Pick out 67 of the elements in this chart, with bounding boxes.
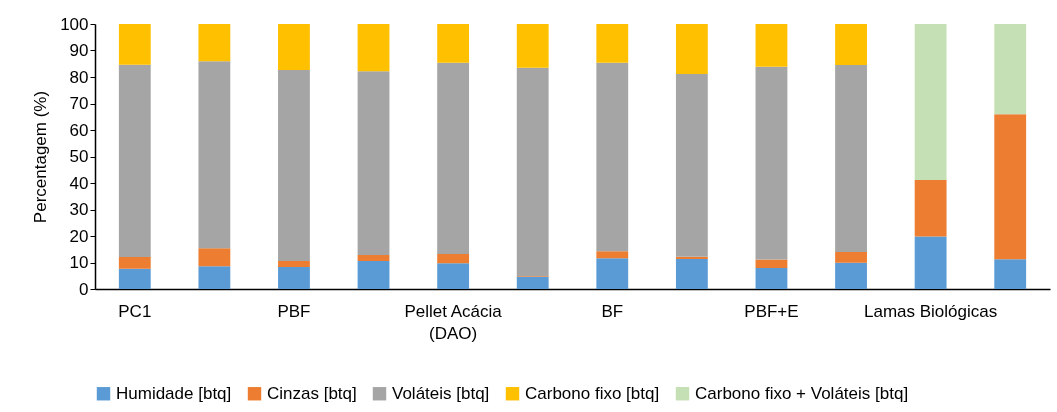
bar	[596, 24, 629, 63]
bar	[596, 258, 629, 289]
legend-label: Carbono fixo + Voláteis [btq]	[695, 383, 909, 403]
legend-label: Voláteis [btq]	[392, 383, 490, 403]
bar	[118, 268, 151, 289]
bar	[835, 24, 867, 66]
y-axis-title: Percentagem (%)	[31, 90, 51, 224]
bar	[437, 62, 470, 255]
bar	[914, 180, 947, 237]
bar	[118, 256, 151, 269]
y-tick-label: 20	[69, 226, 89, 246]
bar	[835, 251, 867, 263]
bar	[278, 267, 310, 289]
bar	[516, 67, 549, 277]
x-tick-label: BF	[601, 301, 624, 321]
y-tick-label: 100	[60, 14, 89, 34]
bar	[596, 251, 629, 259]
bar	[516, 24, 549, 68]
bar	[278, 70, 310, 261]
bar	[755, 24, 788, 67]
y-tick-label: 0	[79, 279, 89, 299]
bar	[994, 259, 1027, 289]
bar	[357, 255, 390, 261]
x-tick-label: PBF+E	[744, 301, 799, 321]
bar	[198, 24, 231, 62]
y-tick-label: 50	[69, 147, 89, 166]
bar	[357, 24, 390, 72]
bar	[596, 62, 629, 252]
bar	[835, 65, 867, 252]
bar	[437, 254, 470, 264]
y-tick-label: 40	[69, 173, 89, 193]
bar	[278, 260, 310, 268]
bar	[994, 114, 1027, 260]
bar	[755, 66, 788, 260]
bar	[357, 260, 390, 289]
y-tick-label: 80	[69, 67, 89, 87]
bar	[675, 74, 708, 257]
y-tick-label: 60	[69, 120, 89, 140]
bar	[675, 259, 708, 289]
bar	[994, 24, 1027, 115]
y-tick-label: 70	[69, 94, 89, 113]
bar	[198, 248, 231, 267]
y-tick-label: 10	[69, 253, 89, 272]
bar	[437, 263, 470, 289]
y-tick-label: 90	[69, 41, 89, 60]
bar	[755, 259, 788, 269]
bar	[198, 61, 231, 249]
bar	[437, 24, 470, 63]
legend-label: Cinzas [btq]	[267, 383, 357, 403]
bar	[914, 236, 947, 289]
bar	[118, 24, 151, 65]
bar	[835, 262, 867, 289]
x-tick-label: Pellet Acácia (DAO)	[404, 301, 503, 343]
bar	[357, 71, 390, 256]
y-tick-label: 30	[69, 200, 89, 219]
legend-label: Carbono fixo [btq]	[525, 383, 660, 403]
x-tick-label: PBF	[277, 301, 311, 321]
bar	[118, 64, 151, 257]
bar	[675, 24, 708, 75]
x-tick-label: PC1	[118, 301, 152, 321]
bar	[198, 266, 231, 289]
x-tick-label: Lamas Biológicas	[864, 301, 998, 321]
bar	[278, 24, 310, 71]
legend-label: Humidade [btq]	[116, 383, 232, 403]
bar	[755, 268, 788, 289]
bar	[516, 277, 549, 289]
bar	[914, 24, 947, 181]
